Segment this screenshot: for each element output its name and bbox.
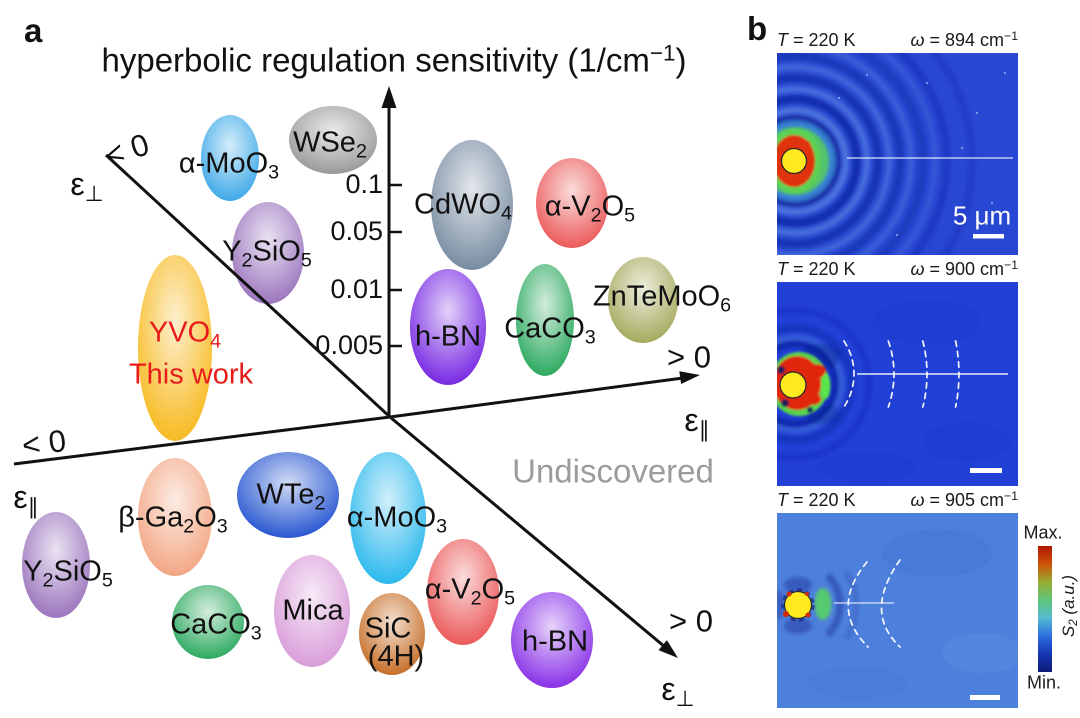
frequency-label: ω = 894 cm−1 [910, 28, 1018, 50]
gold-antenna [780, 147, 808, 175]
material-bubble [608, 257, 678, 343]
material-bubble [410, 269, 486, 385]
nearfield-image-900 [777, 282, 1018, 486]
tick-0p1: 0.1 [345, 169, 383, 199]
undiscovered-label: Undiscovered [512, 452, 714, 490]
colorbar-min-label: Min. [1026, 672, 1062, 693]
tick-0p01: 0.01 [330, 274, 383, 304]
image2-header: T = 220 K ω = 900 cm−1 [777, 259, 1018, 281]
sign-right: > 0 [667, 339, 711, 375]
material-bubble [138, 255, 212, 441]
scale-bar [973, 234, 1004, 239]
speckles [837, 71, 1007, 237]
frequency-label: ω = 905 cm−1 [910, 488, 1018, 510]
eps-perp-axis-arrow [658, 640, 678, 658]
material-bubble [511, 592, 593, 688]
colorbar-max-label: Max. [1023, 522, 1063, 543]
material-bubble [536, 158, 608, 248]
sensitivity-axis-arrow [381, 86, 397, 108]
tick-0p005: 0.005 [315, 330, 383, 360]
temperature-label: T = 220 K [777, 490, 856, 510]
material-bubble [232, 202, 304, 304]
temperature-label: T = 220 K [777, 259, 856, 279]
material-bubble [22, 512, 90, 618]
material-bubble [201, 115, 259, 201]
material-bubble [350, 452, 426, 584]
tick-0p05: 0.05 [330, 216, 383, 246]
eps-parallel-right-label: ε∥ [684, 402, 710, 443]
material-bubble [138, 458, 212, 576]
material-bubble [516, 264, 574, 376]
axes [13, 86, 700, 658]
frequency-label: ω = 900 cm−1 [910, 257, 1018, 279]
antenna-dark-ring [781, 588, 815, 622]
material-bubble [431, 140, 513, 270]
material-bubble [237, 452, 339, 538]
hot-dots [783, 591, 811, 618]
material-bubble [172, 585, 244, 659]
temperature-label: T = 220 K [777, 30, 856, 50]
texture [807, 529, 1018, 699]
nearfield-image-894: 5 μm [777, 53, 1018, 255]
dashed-wavefront-arcs [843, 340, 960, 408]
eps-parallel-axis [13, 376, 684, 466]
eps-parallel-bottom-left-label: ε∥ [13, 479, 39, 520]
material-bubble [274, 555, 350, 667]
scale-bar [970, 468, 1002, 473]
gold-antenna [783, 590, 813, 620]
axis-ticks [388, 183, 402, 348]
dashed-hyperbola-arcs [847, 559, 901, 648]
sign-bottom-right: > 0 [669, 603, 713, 639]
eps-perp-top-left-label: ε⊥ [70, 166, 104, 207]
image1-header: T = 220 K ω = 894 cm−1 [777, 30, 1018, 52]
image3-header: T = 220 K ω = 905 cm−1 [777, 490, 1018, 512]
wavefront-rings [777, 53, 976, 255]
panel-a-canvas [13, 86, 700, 688]
eps-parallel-axis-arrow [679, 371, 700, 384]
eps-perp-bottom-right-label: ε⊥ [661, 671, 695, 712]
panel-b-label: b [747, 10, 768, 47]
nearfield-image-905 [777, 513, 1018, 708]
colorbar-axis-label: S2 (a.u.) [1059, 574, 1080, 638]
material-bubble [359, 593, 425, 675]
gold-antenna [779, 371, 807, 399]
panel-a-label: a [24, 12, 43, 49]
colorbar [1038, 546, 1052, 672]
wavefront-rings [777, 306, 873, 462]
scale-bar-label: 5 μm [952, 200, 1012, 231]
texture [817, 300, 1012, 482]
panel-a-title: hyperbolic regulation sensitivity (1/cm−… [101, 40, 687, 79]
material-bubble [289, 106, 377, 174]
material-bubbles [22, 106, 678, 688]
material-bubble [427, 539, 499, 645]
scale-bar [970, 695, 1000, 700]
